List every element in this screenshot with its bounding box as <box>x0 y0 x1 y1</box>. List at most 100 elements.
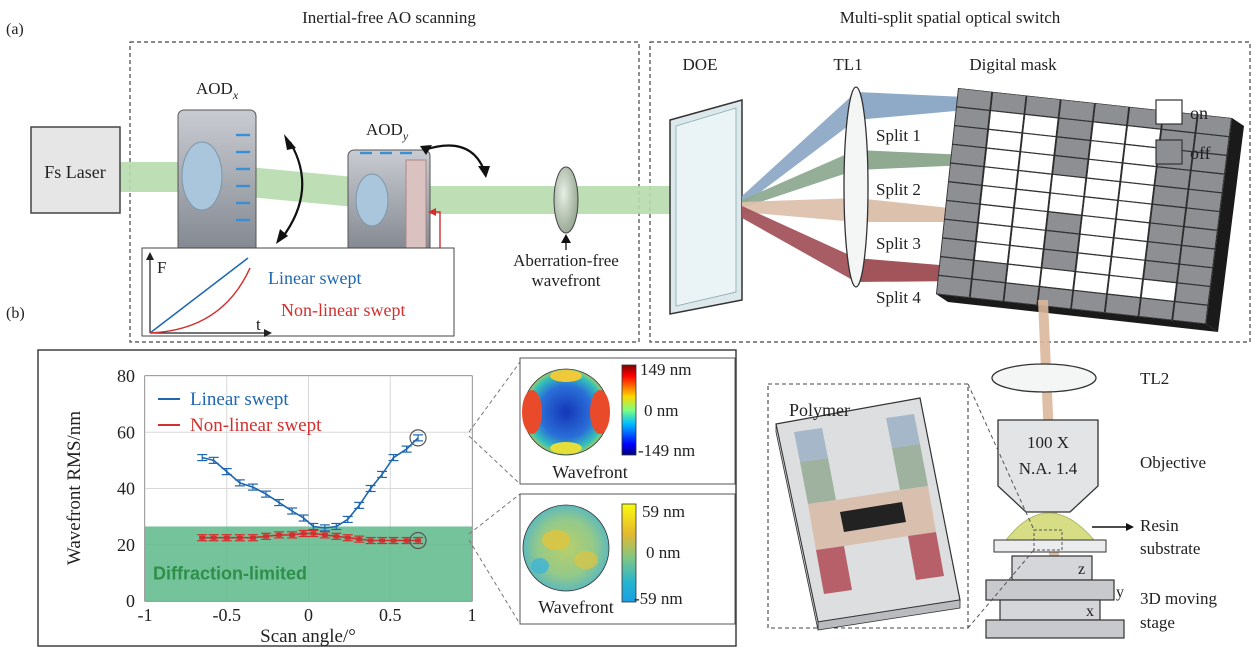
section-title-switch: Multi-split spatial optical switch <box>840 8 1061 27</box>
data-point <box>274 531 285 539</box>
y-tick-label: 0 <box>126 591 135 611</box>
mask-cell-off <box>1145 241 1182 264</box>
mask-cell-off <box>1138 297 1175 321</box>
data-point <box>221 468 232 476</box>
data-point <box>365 484 376 493</box>
mask-cell-on <box>1125 125 1161 148</box>
mask-cell-off <box>1052 155 1088 178</box>
wavefront-map-2 <box>522 504 610 592</box>
mask-cell-off <box>1179 245 1215 268</box>
mask-cell-off <box>1024 95 1061 118</box>
mask-cell-off <box>1143 260 1179 283</box>
data-point <box>388 453 399 462</box>
mask-cell-off <box>952 125 988 148</box>
data-point <box>401 536 412 545</box>
mask-cell-on <box>1020 133 1057 156</box>
diffraction-limited-label: Diffraction-limited <box>153 563 307 583</box>
mask-cell-on <box>1014 189 1050 212</box>
mask-cell-on <box>974 241 1010 264</box>
aod-x-label: AODx <box>196 79 239 102</box>
data-point <box>208 534 219 542</box>
mask-cell-off <box>1148 223 1184 246</box>
mask-cell-on <box>1091 121 1127 145</box>
mask-cell-off <box>950 144 986 167</box>
y-tick-label: 20 <box>117 535 135 555</box>
stage-base <box>985 619 1125 639</box>
mask-cell-off <box>1150 204 1186 227</box>
mask-cell-off <box>954 106 990 130</box>
wavefront-chart: -1 -0.5 0 0.5 1 0 20 40 60 80 Diffraction-limite… <box>64 366 477 647</box>
sweep-nonlinear-label: Non-linear swept <box>281 300 405 320</box>
panel-label-b: (b) <box>6 305 25 322</box>
mask-cell-on <box>986 129 1022 152</box>
data-point <box>331 522 342 531</box>
mask-cell-on <box>1039 267 1075 291</box>
data-point <box>260 490 271 498</box>
mask-cell-off <box>970 279 1006 302</box>
sweep-axis-t: t <box>256 315 261 334</box>
panel-label-a: (a) <box>6 21 24 38</box>
x-tick-label: 0.5 <box>379 605 402 625</box>
sweep-axis-f: F <box>157 258 166 277</box>
data-point <box>287 531 298 539</box>
polymer-inset-box <box>767 383 969 629</box>
mask-cell-off <box>1184 208 1220 231</box>
mask-cell-off <box>1186 189 1223 212</box>
chart-panel-frame <box>37 349 737 647</box>
data-point <box>365 536 376 545</box>
x-tick-label: -0.5 <box>213 605 242 625</box>
y-axis-label: Wavefront RMS/nm <box>64 411 85 565</box>
data-point <box>287 507 298 515</box>
digital-mask-label: Digital mask <box>969 55 1057 74</box>
mask-cell-off <box>1191 151 1227 174</box>
mask-cell-on <box>1084 178 1120 201</box>
sweep-linear-label: Linear swept <box>268 268 361 288</box>
mask-cell-off <box>1127 106 1164 130</box>
wavefront-map-1-colorbar <box>621 364 637 456</box>
mask-cell-on <box>1086 159 1123 182</box>
sweep-nonlinear-curve <box>149 267 251 334</box>
mask-cell-off <box>1193 133 1230 156</box>
mask-cell-off <box>1175 282 1211 306</box>
legend-off-swatch <box>1155 139 1183 165</box>
stage-y <box>985 579 1115 601</box>
stage-x <box>999 599 1101 621</box>
data-point <box>342 515 353 524</box>
wavefront-map-2-mid: 0 nm <box>646 543 680 562</box>
mask-cell-off <box>940 238 976 261</box>
relay-lens <box>553 166 579 234</box>
mask-cell-on <box>1111 238 1148 261</box>
mask-cell-on <box>980 185 1016 208</box>
stage-z-label: z <box>1078 561 1085 578</box>
stage-label-1: 3D moving <box>1140 589 1217 608</box>
mask-cell-on <box>1088 140 1125 163</box>
mask-cell-on <box>1008 245 1044 268</box>
objective-label: Objective <box>1140 453 1206 472</box>
data-point <box>377 536 388 545</box>
mask-cell-off <box>942 219 978 242</box>
mask-cell-on <box>1116 200 1152 223</box>
data-point <box>354 535 365 543</box>
mask-cell-off <box>944 200 980 223</box>
mask-cell-off <box>1181 226 1218 249</box>
mask-cell-off <box>1071 290 1107 313</box>
tl2-label: TL2 <box>1140 369 1169 388</box>
tl1-lens <box>843 86 869 288</box>
mask-cell-off <box>946 181 982 204</box>
wavefront-map-2-max: 59 nm <box>642 502 685 521</box>
objective-mag: 100 X <box>1027 433 1069 452</box>
sweep-linear-curve <box>149 257 249 334</box>
wavefront-map-1-mid: 0 nm <box>644 401 678 420</box>
mask-cell-on <box>976 223 1012 246</box>
objective-na: N.A. 1.4 <box>1019 459 1078 478</box>
substrate-label: substrate <box>1140 539 1200 558</box>
data-point <box>377 470 388 479</box>
mask-cell-off <box>948 163 984 186</box>
mask-cell-off <box>1154 166 1191 189</box>
data-point <box>274 498 285 507</box>
mask-cell-on <box>1123 144 1159 167</box>
mask-cell-on <box>1114 219 1150 242</box>
data-point <box>331 532 342 540</box>
data-point <box>342 534 353 542</box>
polymer-structure <box>775 397 961 631</box>
